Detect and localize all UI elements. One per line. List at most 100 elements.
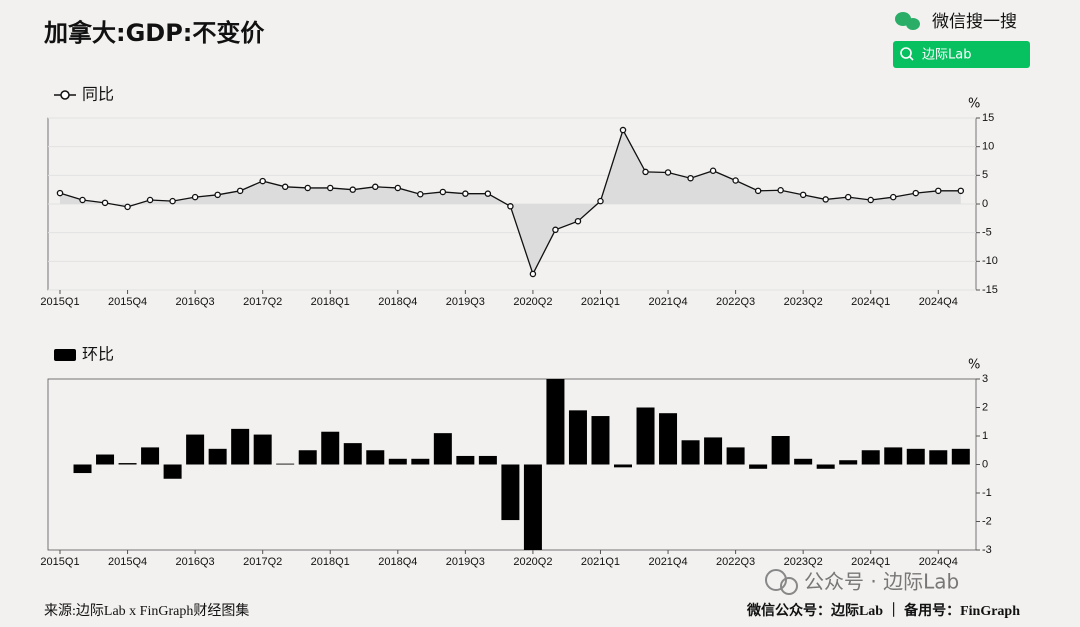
bar xyxy=(591,416,610,465)
point xyxy=(191,193,199,201)
point xyxy=(619,126,627,134)
search-label: 边际Lab xyxy=(922,48,971,63)
bar xyxy=(343,443,362,465)
x-tick-label: 2024Q4 xyxy=(919,556,958,568)
point xyxy=(912,189,920,197)
legend-label: 环比 xyxy=(82,345,114,364)
legend-marker xyxy=(60,90,70,100)
x-tick-label: 2021Q4 xyxy=(648,556,687,568)
y-tick-label: -1 xyxy=(982,487,992,499)
point xyxy=(889,193,897,201)
x-tick-label: 2022Q3 xyxy=(716,296,755,308)
bar xyxy=(546,379,565,465)
x-tick-label: 2019Q3 xyxy=(446,556,485,568)
point xyxy=(326,184,334,192)
wechat-icon xyxy=(895,12,920,30)
point xyxy=(799,191,807,199)
point xyxy=(732,177,739,184)
bar xyxy=(681,440,700,465)
point xyxy=(214,191,221,199)
point xyxy=(101,199,109,207)
bar xyxy=(906,448,925,465)
point xyxy=(507,203,514,210)
y-tick-label: -10 xyxy=(982,255,998,267)
point xyxy=(664,169,672,176)
x-tick-label: 2024Q1 xyxy=(851,296,890,308)
point xyxy=(484,190,492,197)
legend-label: 同比 xyxy=(82,85,114,104)
y-tick-label: -3 xyxy=(982,544,992,556)
bar xyxy=(861,450,880,465)
point xyxy=(754,187,762,195)
bar xyxy=(163,464,182,479)
point xyxy=(349,186,357,193)
bar xyxy=(614,464,632,468)
y-tick-label: 1 xyxy=(982,430,988,442)
y-tick-label: 2 xyxy=(982,401,988,413)
bar xyxy=(73,464,92,474)
bar xyxy=(839,460,858,465)
point xyxy=(394,184,402,192)
bar xyxy=(568,410,587,465)
point xyxy=(372,183,379,191)
bar xyxy=(726,447,745,465)
x-tick-label: 2023Q2 xyxy=(784,556,823,568)
x-tick-label: 2020Q2 xyxy=(513,296,552,308)
search-hint: 微信搜一搜 xyxy=(932,12,1017,32)
search-icon xyxy=(909,56,914,61)
point xyxy=(79,196,86,204)
x-tick-label: 2016Q3 xyxy=(176,556,215,568)
bar xyxy=(208,448,227,465)
point xyxy=(597,197,604,205)
bar xyxy=(816,464,835,469)
search-button[interactable] xyxy=(893,41,1030,68)
x-tick-label: 2015Q4 xyxy=(108,556,147,568)
bar xyxy=(523,464,542,550)
point xyxy=(935,187,942,195)
point xyxy=(146,196,154,204)
plot xyxy=(56,126,965,278)
y-unit: % xyxy=(968,97,980,112)
bar xyxy=(456,455,475,465)
x-tick-label: 2020Q2 xyxy=(513,556,552,568)
bar xyxy=(96,454,115,465)
point xyxy=(957,187,965,195)
x-tick-label: 2018Q1 xyxy=(311,556,350,568)
y-tick-label: -5 xyxy=(982,227,992,239)
point xyxy=(687,174,694,182)
point xyxy=(259,177,266,185)
bar xyxy=(501,464,520,521)
source: 来源:边际Lab x FinGraph财经图集 xyxy=(44,602,249,619)
bar xyxy=(884,447,903,465)
x-tick-label: 2017Q2 xyxy=(243,556,282,568)
chart-title: 加拿大:GDP:不变价 xyxy=(44,19,265,47)
point xyxy=(777,186,784,194)
point xyxy=(642,168,649,176)
watermark-text: 公众号 · 边际Lab xyxy=(804,570,959,594)
bar xyxy=(771,436,790,465)
x-tick-label: 2018Q1 xyxy=(311,296,350,308)
x-tick-label: 2017Q2 xyxy=(243,296,282,308)
bar xyxy=(659,413,678,465)
bar xyxy=(186,434,205,465)
bar xyxy=(298,450,317,465)
y-tick-label: 3 xyxy=(982,373,988,385)
x-tick-label: 2016Q3 xyxy=(176,296,215,308)
y-tick-label: 5 xyxy=(982,169,988,181)
x-tick-label: 2022Q3 xyxy=(716,556,755,568)
x-tick-label: 2019Q3 xyxy=(446,296,485,308)
bar xyxy=(411,458,430,465)
x-tick-label: 2024Q1 xyxy=(851,556,890,568)
accounts: 微信公众号：边际Lab ｜ 备用号：FinGraph xyxy=(746,602,1020,619)
y-tick-label: -15 xyxy=(982,284,998,296)
y-unit: % xyxy=(968,358,980,373)
bar xyxy=(929,450,948,465)
x-tick-label: 2021Q4 xyxy=(648,296,687,308)
bar xyxy=(951,448,970,465)
point xyxy=(439,188,447,196)
bar xyxy=(704,437,723,465)
point xyxy=(844,193,852,201)
point xyxy=(281,183,289,191)
